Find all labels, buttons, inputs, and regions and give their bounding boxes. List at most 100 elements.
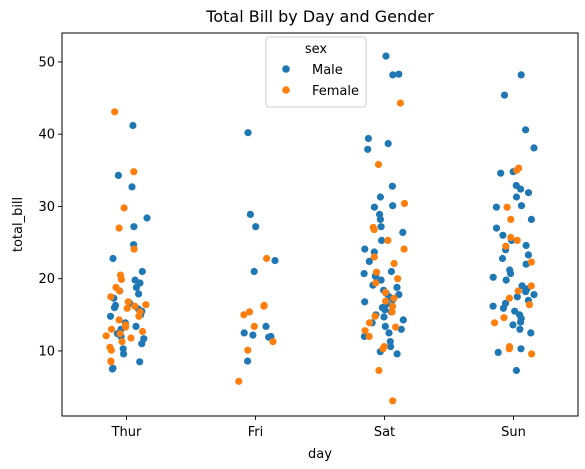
point-male (399, 228, 407, 236)
point-female (111, 108, 119, 116)
point-female (370, 253, 378, 261)
point-male (524, 251, 533, 259)
point-male (502, 276, 510, 284)
point-male (517, 318, 525, 326)
y-tick-label: 50 (38, 55, 55, 70)
point-female (500, 314, 508, 322)
point-male (135, 290, 143, 298)
point-male (129, 121, 137, 130)
point-male (512, 366, 521, 375)
point-female (131, 302, 139, 310)
point-female (124, 298, 132, 306)
point-female (123, 304, 131, 312)
point-female (250, 322, 258, 330)
point-male (364, 145, 372, 153)
point-male (527, 329, 535, 337)
point-male (399, 316, 407, 324)
point-male (498, 254, 507, 263)
point-male (530, 291, 538, 299)
point-female (389, 397, 397, 405)
point-female (507, 233, 515, 242)
point-female (138, 327, 147, 336)
point-male (250, 267, 258, 276)
point-female (525, 301, 534, 309)
point-male (524, 189, 533, 197)
point-female (118, 338, 126, 346)
point-male (108, 365, 116, 373)
legend-label: Female (312, 84, 359, 99)
legend-title: sex (305, 42, 328, 57)
point-male (492, 224, 501, 232)
point-female (115, 316, 123, 324)
point-female (379, 345, 387, 353)
point-male (522, 126, 530, 134)
point-female (375, 366, 383, 375)
point-female (513, 236, 521, 244)
point-male (138, 340, 146, 348)
point-female (390, 294, 398, 302)
point-female (527, 258, 536, 266)
point-female (527, 282, 535, 290)
point-female (390, 259, 398, 268)
point-male (395, 70, 403, 78)
point-male (509, 321, 517, 329)
point-female (107, 346, 115, 354)
point-male (397, 325, 405, 333)
point-female (127, 334, 135, 342)
point-male (252, 223, 260, 231)
point-male (384, 140, 392, 148)
point-male (377, 223, 385, 231)
point-male (132, 283, 140, 291)
point-female (115, 287, 124, 295)
point-male (114, 171, 122, 179)
point-male (376, 193, 384, 201)
point-male (380, 313, 388, 321)
point-female (102, 332, 110, 340)
point-male (370, 203, 378, 211)
point-male (265, 333, 273, 341)
point-female (365, 332, 373, 341)
point-female (245, 308, 254, 316)
point-male (376, 215, 384, 223)
y-tick-label: 30 (38, 200, 55, 215)
point-male (530, 144, 538, 152)
point-male (522, 241, 530, 250)
point-male (244, 129, 252, 137)
point-female (263, 254, 271, 263)
point-male (365, 257, 373, 265)
point-female (505, 345, 513, 353)
point-male (106, 312, 115, 320)
point-female (491, 319, 499, 327)
point-male (395, 291, 403, 299)
point-male (138, 267, 146, 276)
x-axis: Thur Fri Sat Sun (111, 416, 526, 440)
point-female (392, 323, 400, 331)
point-female (371, 312, 379, 320)
point-female (528, 350, 536, 358)
x-tick-label: Sat (374, 425, 395, 440)
point-male (387, 267, 395, 276)
point-male (381, 322, 389, 330)
point-male (130, 223, 138, 231)
point-female (400, 199, 409, 208)
point-female (135, 312, 143, 320)
point-female (130, 168, 138, 176)
point-male (361, 298, 369, 306)
legend-marker (282, 65, 290, 73)
point-female (107, 325, 116, 333)
point-male (364, 134, 372, 143)
point-female (107, 358, 115, 366)
point-female (365, 319, 374, 327)
point-female (260, 302, 268, 310)
point-female (240, 311, 248, 319)
point-male (393, 350, 401, 358)
point-male (527, 215, 536, 223)
point-male (489, 302, 497, 310)
point-male (110, 304, 119, 312)
point-male (516, 325, 524, 333)
x-axis-label: day (308, 447, 332, 462)
point-male (249, 331, 257, 339)
point-male (513, 293, 521, 301)
point-female (381, 288, 390, 296)
